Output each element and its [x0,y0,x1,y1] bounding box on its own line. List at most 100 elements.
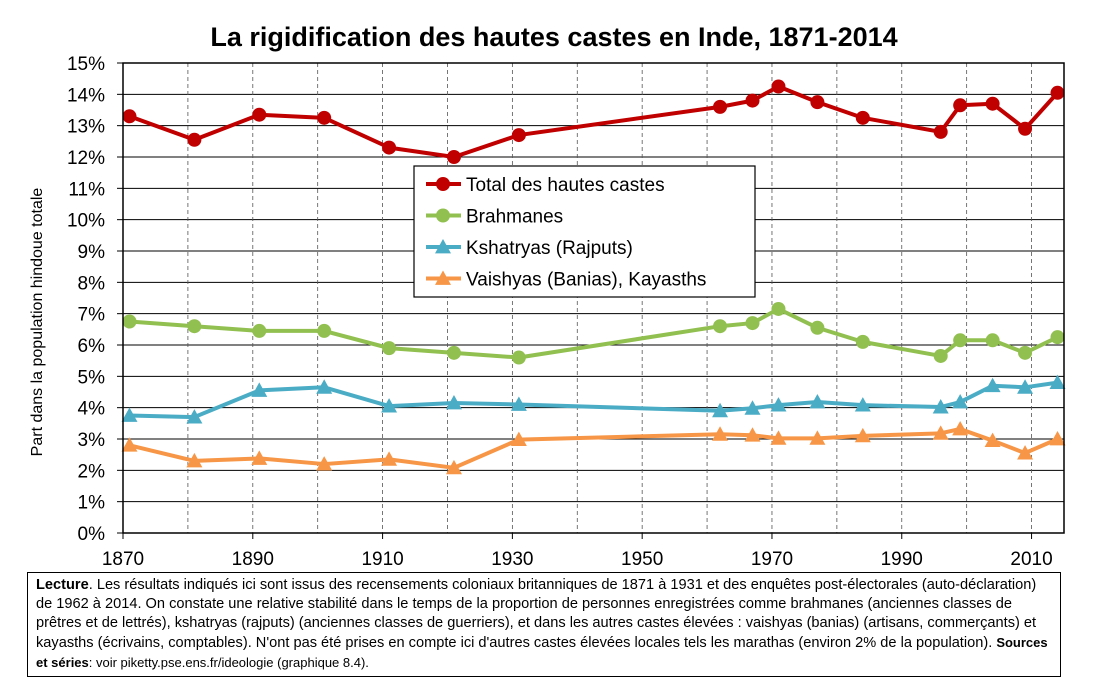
data-point [186,452,203,468]
y-tick-label: 1% [78,493,106,514]
note-body: . Les résultats indiqués ici sont issus … [36,577,1037,651]
data-point [810,95,825,110]
data-point [381,398,398,413]
x-tick-label: 1950 [621,549,663,570]
x-tick-label: 1870 [102,549,144,570]
y-tick-label: 15% [67,54,105,75]
data-point [810,320,825,335]
series-line [129,426,1059,470]
legend-marker [436,177,450,191]
data-point [511,350,526,365]
data-point [933,348,948,363]
data-point [854,397,871,412]
data-point [1050,330,1065,345]
data-point [316,379,333,394]
y-tick-label: 14% [67,85,105,106]
data-point [855,110,870,125]
data-point [251,382,268,397]
data-point [317,323,332,338]
data-point [712,426,729,441]
data-point [745,93,760,108]
data-point [770,397,787,412]
legend-marker [435,270,451,285]
data-point [1017,445,1034,460]
data-point [251,450,268,465]
note-sources-label: Sources et séries [36,635,1048,670]
data-point [809,394,826,409]
data-point [953,333,968,348]
data-point [316,456,333,471]
data-point [745,316,760,331]
line-chart: 0% 1% 2% 3% 4% 5% 6% 7% 8% 9% 10% 11% 12% 13% 14% 15% 1… [29,54,1066,570]
data-point [187,319,202,334]
legend-label: Kshatryas (Rajputs) [466,238,633,259]
data-point [1017,379,1034,394]
plot-frame [122,62,1065,534]
data-point [382,140,397,155]
data-point [510,431,527,447]
x-tick-label: 2010 [1010,549,1052,570]
data-point [446,345,461,360]
legend: Total des hautes castes Brahmanes Kshatrya… [413,165,756,298]
legend-label: Brahmanes [466,207,563,228]
legend-marker [436,208,450,223]
y-tick-label: 9% [78,242,106,263]
data-point [1050,85,1065,100]
x-tick-label: 1930 [491,549,533,570]
data-point [770,430,787,445]
data-point [744,400,761,415]
note-lead-label: Lecture [36,577,89,593]
data-point [933,124,948,139]
y-tick-label: 4% [78,399,106,420]
data-point [1018,121,1033,136]
series-line [129,306,1059,360]
note-sources-text: : voir piketty.pse.ens.fr/ideologie (gra… [88,655,369,670]
data-point [984,432,1001,447]
data-point [252,323,267,338]
legend-marker [435,239,451,254]
data-point [984,377,1001,393]
data-point [771,301,786,316]
data-point [855,334,870,349]
y-tick-label: 13% [67,117,105,138]
series-line [128,84,1059,159]
series-layer [121,79,1066,475]
data-point [985,96,1000,111]
y-tick-label: 8% [78,273,106,294]
y-tick-label: 6% [78,336,106,357]
data-point [932,425,949,440]
data-point [121,407,138,422]
data-point [445,394,462,410]
data-point [122,109,137,124]
data-point [122,314,137,329]
y-tick-label: 10% [67,211,105,232]
data-point [1049,431,1066,446]
data-point [1049,374,1066,389]
data-point [121,437,138,452]
data-point [932,399,949,414]
data-point [511,128,526,143]
data-point [952,420,969,436]
data-point [712,402,729,418]
data-point [382,341,397,356]
data-point [317,110,332,125]
y-tick-label: 3% [78,430,106,451]
data-point [953,98,968,113]
chart-title: La rigidification des hautes castes en I… [210,22,898,52]
data-point [952,394,969,409]
legend-label: Vaishyas (Banias), Kayasths [466,270,706,291]
y-tick-label: 5% [78,367,106,388]
x-tick-label: 1970 [751,549,793,570]
data-point [1018,345,1033,360]
data-point [771,79,786,94]
x-axis-ticks: 1870 1890 1910 1930 1950 1970 1990 2010 [102,533,1053,570]
y-axis-label: Part dans la population hindoue totale [29,188,46,457]
legend-label: Total des hautes castes [466,175,665,196]
y-tick-label: 12% [67,148,105,169]
y-axis-ticks: 0% 1% 2% 3% 4% 5% 6% 7% 8% 9% 10% 11% 12% 13% 14% 15% [67,54,123,545]
data-point [854,427,871,443]
data-point [713,99,728,114]
x-tick-label: 1910 [361,549,403,570]
y-tick-label: 0% [78,524,106,545]
y-tick-label: 7% [78,305,106,326]
